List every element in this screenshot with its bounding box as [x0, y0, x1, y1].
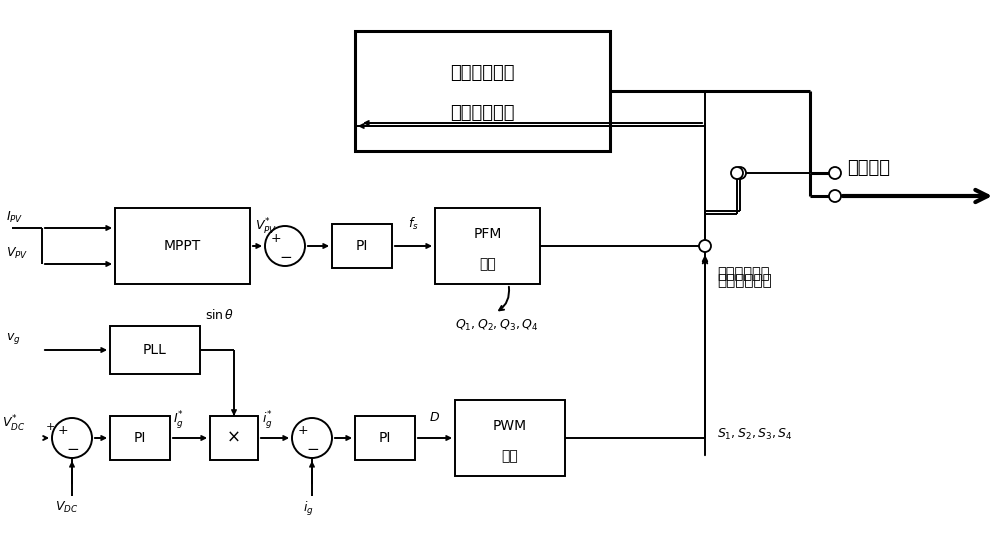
Text: 过零过程识别: 过零过程识别	[717, 274, 772, 288]
Text: PI: PI	[356, 239, 368, 253]
Text: $Q_1, Q_2, Q_3, Q_4$: $Q_1, Q_2, Q_3, Q_4$	[455, 318, 538, 333]
Text: 调制: 调制	[479, 257, 496, 271]
Bar	[355, 416, 415, 460]
Text: +: +	[58, 424, 68, 436]
Text: PFM: PFM	[473, 227, 502, 241]
Bar	[110, 416, 170, 460]
Text: PWM: PWM	[493, 419, 527, 433]
Text: $V_{PV}$: $V_{PV}$	[6, 246, 28, 261]
Bar	[455, 400, 565, 476]
Bar	[115, 208, 250, 284]
Circle shape	[265, 226, 305, 266]
Text: −: −	[280, 250, 292, 264]
Text: −: −	[67, 442, 79, 458]
Circle shape	[829, 167, 841, 179]
Circle shape	[52, 418, 92, 458]
Text: +: +	[46, 422, 55, 432]
Circle shape	[731, 167, 743, 179]
Text: PLL: PLL	[143, 343, 167, 357]
Bar	[110, 326, 200, 374]
Text: −: −	[307, 442, 319, 458]
Text: $V_{DC}$: $V_{DC}$	[55, 500, 79, 515]
Circle shape	[292, 418, 332, 458]
Text: $V_{DC}^{*}$: $V_{DC}^{*}$	[2, 414, 25, 434]
Text: 驱动信号: 驱动信号	[847, 159, 890, 177]
Text: 传统并网微型: 传统并网微型	[450, 64, 515, 82]
Text: $I_g^{*}$: $I_g^{*}$	[173, 409, 184, 431]
Text: 过零过程识别: 过零过程识别	[717, 266, 770, 282]
Text: 调制: 调制	[502, 449, 518, 463]
Text: +: +	[298, 424, 308, 436]
Bar	[435, 208, 540, 284]
Text: MPPT: MPPT	[164, 239, 201, 253]
Circle shape	[829, 190, 841, 202]
Text: $D$: $D$	[429, 411, 441, 424]
Text: $f_s$: $f_s$	[408, 216, 419, 232]
Text: 逆变器控制器: 逆变器控制器	[450, 104, 515, 122]
Text: PI: PI	[134, 431, 146, 445]
Text: +: +	[271, 233, 281, 246]
Text: $I_{PV}$: $I_{PV}$	[6, 210, 23, 225]
Circle shape	[734, 167, 746, 179]
Text: $v_g$: $v_g$	[6, 331, 21, 346]
Text: $i_g^{*}$: $i_g^{*}$	[262, 409, 273, 431]
Text: $V_{PV}^{*}$: $V_{PV}^{*}$	[255, 217, 277, 237]
Bar	[355, 31, 610, 151]
Text: ×: ×	[227, 429, 241, 447]
Bar	[210, 416, 258, 460]
Circle shape	[699, 240, 711, 252]
Bar	[332, 224, 392, 268]
Text: $S_1, S_2, S_3, S_4$: $S_1, S_2, S_3, S_4$	[717, 426, 793, 442]
Text: PI: PI	[379, 431, 391, 445]
Text: $\mathrm{sin}\,\theta$: $\mathrm{sin}\,\theta$	[205, 308, 234, 322]
Text: $i_g$: $i_g$	[303, 500, 313, 518]
